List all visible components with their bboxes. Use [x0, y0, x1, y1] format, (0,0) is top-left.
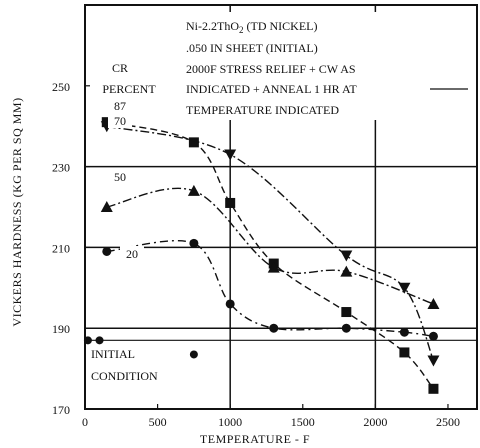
x-tick-label-3: 1500 — [291, 415, 315, 429]
data-point-70-3 — [398, 282, 411, 294]
y-axis-ticks: 170 190 210 230 250 — [52, 80, 90, 417]
series-label-70: 70 — [114, 114, 126, 128]
initial-label-line-2: CONDITION — [91, 369, 158, 383]
data-point-87-2 — [225, 197, 236, 208]
data-point-50-2 — [267, 261, 280, 273]
series-label-bg-70 — [108, 113, 132, 128]
annotation-line-4: INDICATED + ANNEAL 1 HR AT — [186, 82, 357, 96]
data-point-50-1 — [187, 184, 200, 196]
y-tick-label-2: 210 — [52, 241, 70, 255]
annotation-box — [176, 12, 426, 120]
y-tick-label-0: 170 — [52, 403, 70, 417]
data-point-70-4 — [427, 355, 440, 367]
series-label-20: 20 — [126, 247, 138, 261]
x-tick-label-2: 1000 — [218, 415, 242, 429]
initial-condition-point-2 — [189, 350, 198, 359]
data-point-20-3 — [269, 323, 279, 333]
data-point-87-6 — [428, 383, 439, 394]
series-label-87: 87 — [114, 99, 126, 113]
x-tick-label-4: 2000 — [363, 415, 387, 429]
data-point-70-1 — [224, 149, 237, 161]
series-label-bg-87 — [108, 98, 132, 113]
series-line-50 — [106, 187, 434, 305]
data-point-50-4 — [427, 297, 440, 309]
data-point-20-6 — [428, 331, 438, 341]
y-tick-label-4: 250 — [52, 80, 70, 94]
data-point-87-1 — [188, 137, 199, 148]
series-label-bg-20 — [120, 246, 144, 261]
data-point-20-4 — [341, 323, 351, 333]
data-point-50-3 — [340, 265, 353, 277]
x-tick-label-5: 2500 — [436, 415, 460, 429]
annotation-line-2: .050 IN SHEET (INITIAL) — [186, 41, 318, 55]
plot-frame — [84, 4, 478, 410]
data-point-87-4 — [341, 307, 352, 318]
x-tick-label-0: 0 — [82, 415, 88, 429]
initial-label-box — [88, 346, 184, 386]
annotation-line-1: Ni-2.2ThO2 (TD NICKEL) — [186, 19, 317, 35]
series-label-50: 50 — [114, 170, 126, 184]
annotation-line-3: 2000F STRESS RELIEF + CW AS — [186, 62, 356, 76]
initial-label-line-1: INITIAL — [91, 347, 135, 361]
series-line-70 — [106, 125, 435, 361]
x-axis-label: TEMPERATURE - F — [200, 432, 310, 446]
series-label-bg-50 — [108, 169, 132, 184]
annotation-line-5: TEMPERATURE INDICATED — [186, 103, 339, 117]
y-axis-label: VICKERS HARDNESS (KG PER SQ MM) — [10, 97, 24, 326]
series-line-20 — [106, 240, 434, 337]
data-point-70-2 — [340, 250, 353, 262]
data-point-87-5 — [399, 347, 410, 358]
initial-condition-point-1 — [95, 336, 104, 345]
data-point-20-2 — [225, 299, 235, 309]
data-point-20-5 — [399, 327, 409, 337]
data-point-20-0 — [102, 246, 112, 256]
legend-heading: CR — [112, 61, 128, 75]
data-point-50-0 — [100, 201, 113, 212]
y-tick-label-3: 230 — [52, 161, 70, 175]
x-tick-label-1: 500 — [149, 415, 167, 429]
x-axis-ticks: 0 500 1000 1500 2000 2500 — [82, 404, 460, 429]
data-point-20-1 — [189, 238, 199, 248]
initial-condition-point-0 — [83, 336, 92, 345]
legend-heading-2: PERCENT — [102, 82, 156, 96]
y-tick-label-1: 190 — [52, 322, 70, 336]
